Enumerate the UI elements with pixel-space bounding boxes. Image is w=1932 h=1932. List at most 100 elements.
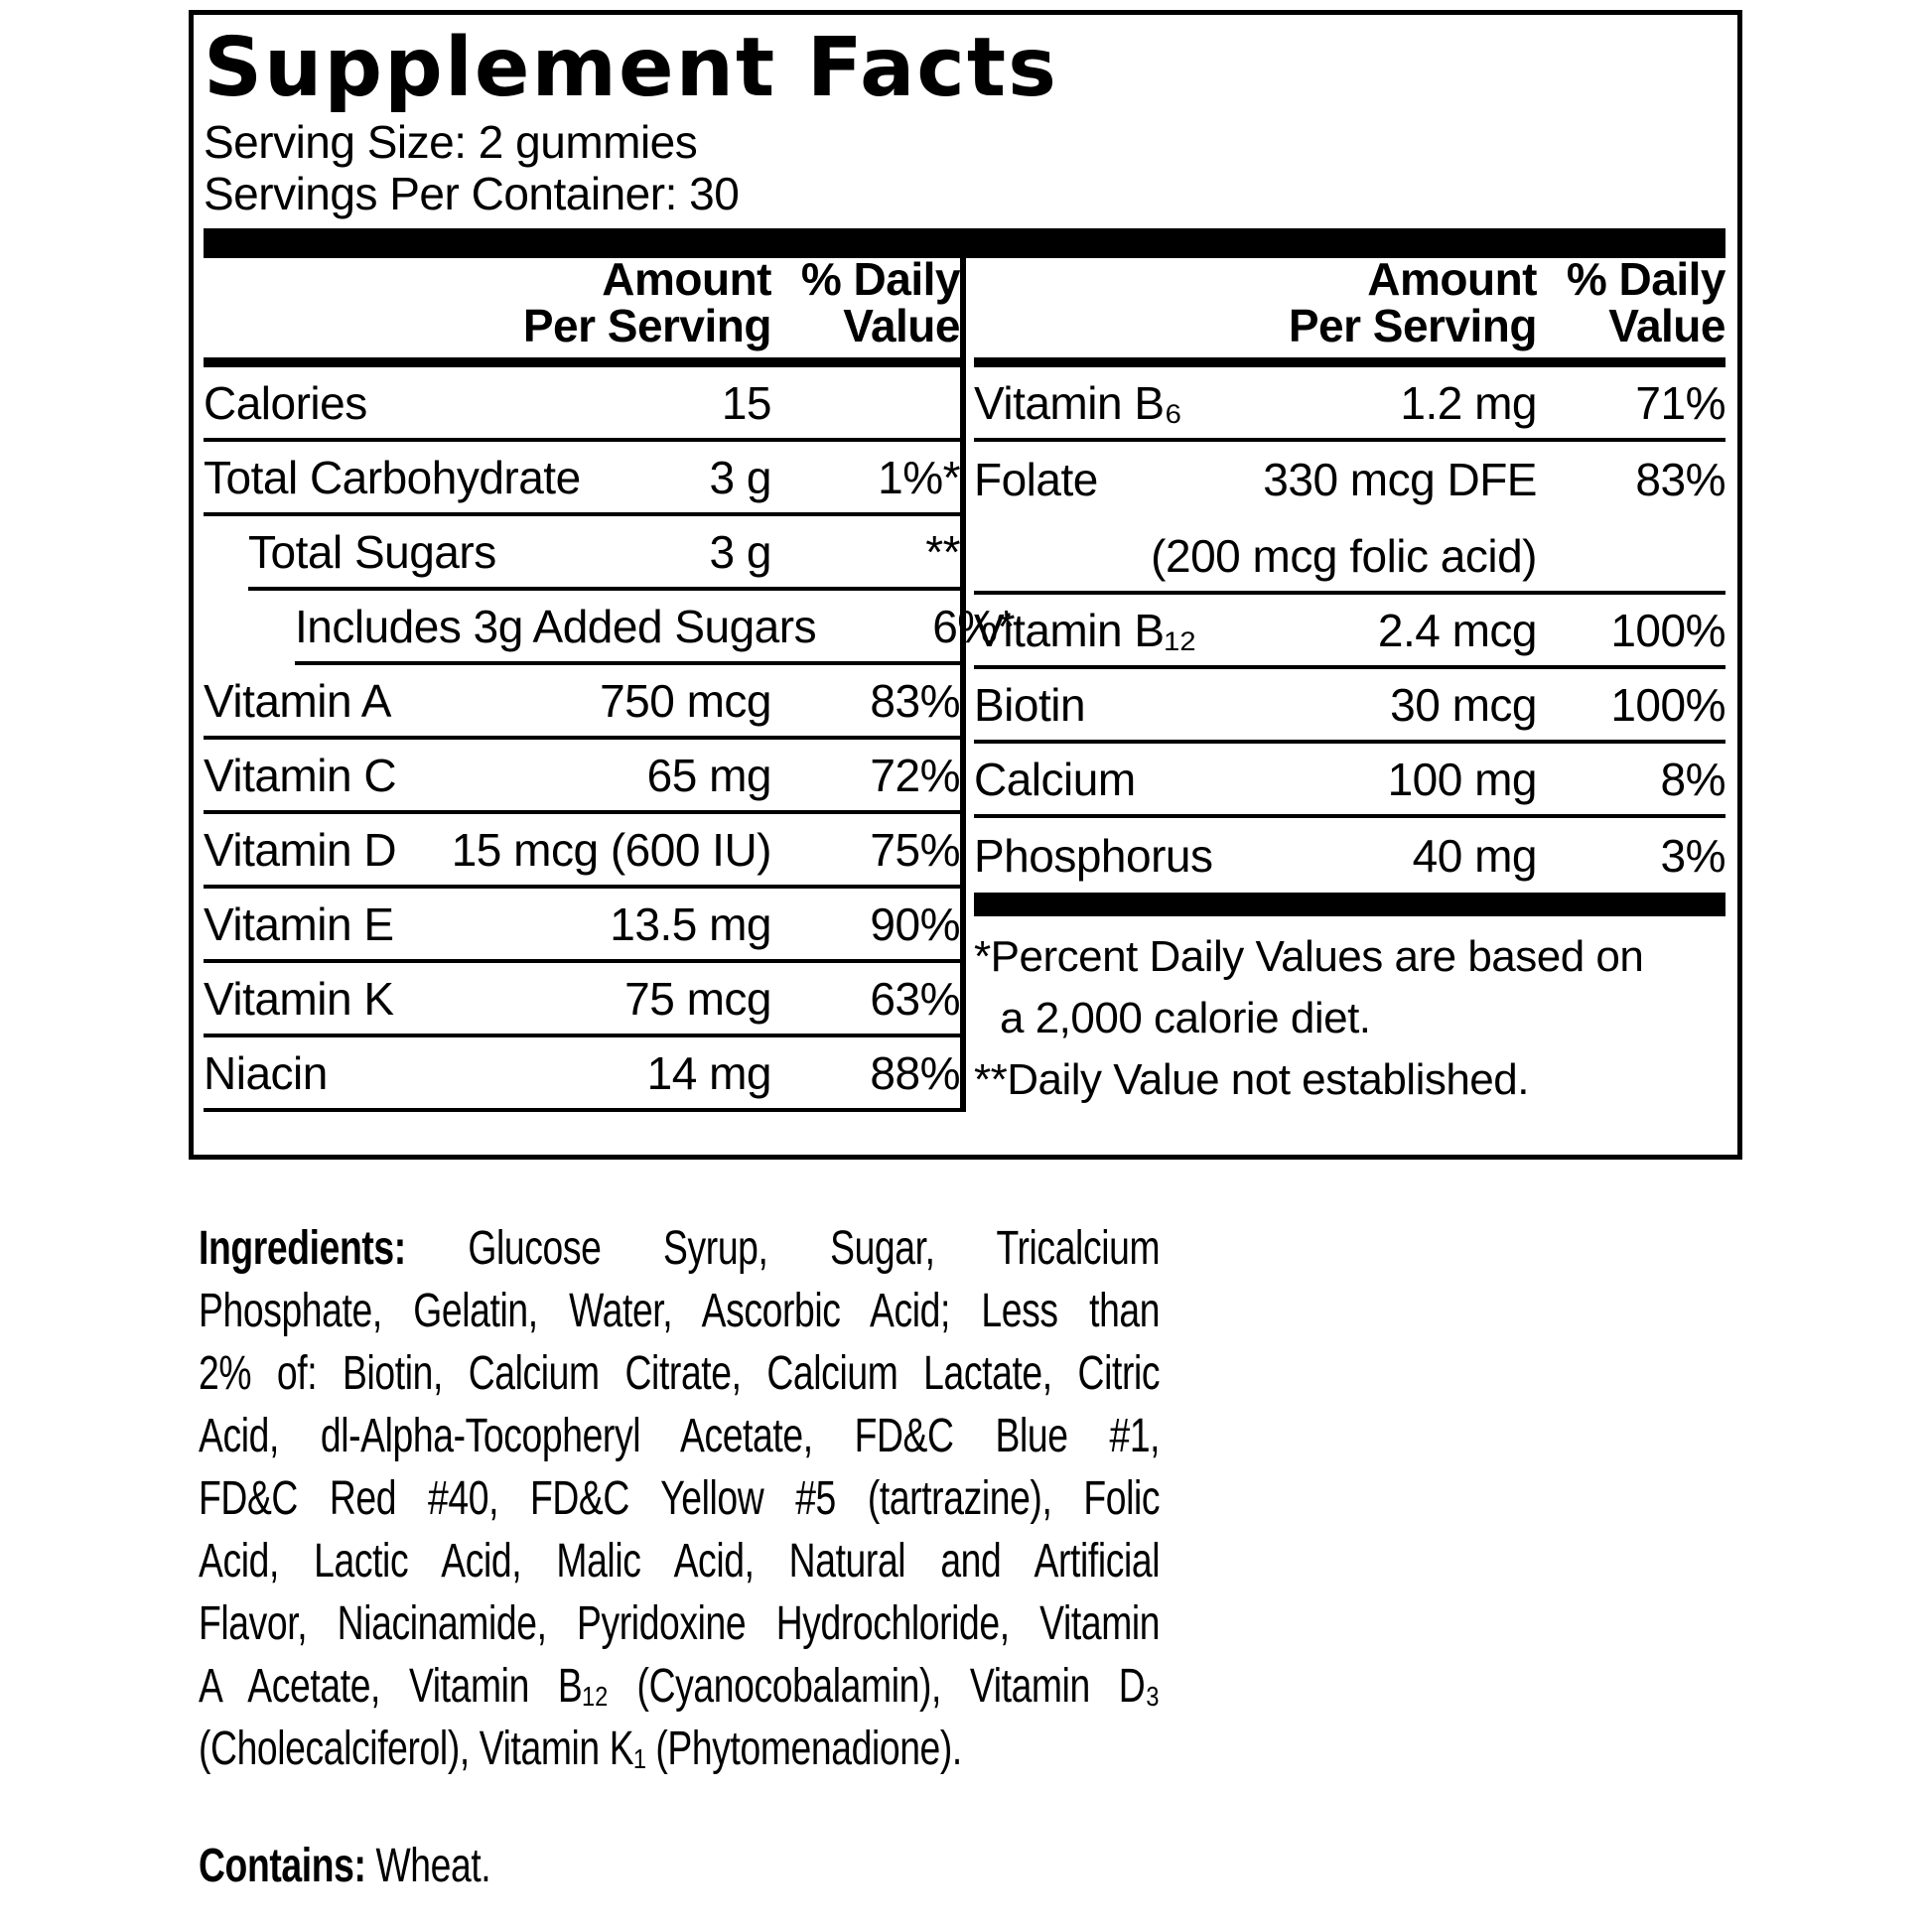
amount-value: 65 mg (646, 749, 772, 801)
ingredients-line: Flavor, Niacinamide, Pyridoxine Hydrochl… (199, 1597, 1161, 1650)
ingredients-line: 2% of: Biotin, Calcium Citrate, Calcium … (199, 1347, 1161, 1400)
row-total-sugars: Total Sugars 3 g ** (248, 516, 961, 591)
row-niacin: Niacin 14 mg 88% (204, 1037, 961, 1112)
nutrient-label: Vitamin A (204, 674, 391, 727)
daily-value: 71% (1635, 376, 1725, 429)
nutrient-label: Calcium (974, 753, 1136, 805)
panel-title: Supplement Facts (204, 21, 1058, 115)
nutrient-label: Folate (974, 453, 1098, 505)
contains-value: Wheat. (375, 1840, 491, 1892)
serving-size: Serving Size: 2 gummies (204, 116, 698, 168)
folate-main-line: Folate 330 mcg DFE 83% (974, 442, 1726, 516)
row-total-carbohydrate: Total Carbohydrate 3 g 1%* (204, 442, 961, 516)
amount-header-line2: Per Serving (522, 300, 772, 351)
row-calories: Calories 15 (204, 367, 960, 442)
ingredients-line: FD&C Red #40, FD&C Yellow #5 (tartrazine… (199, 1472, 1161, 1525)
daily-value: 3% (1660, 829, 1726, 882)
amount-value: 13.5 mg (610, 897, 771, 950)
amount-value: 330 mcg DFE (1263, 453, 1537, 505)
daily-value: 72% (870, 749, 960, 801)
right-nutrient-table: Amount Per Serving % Daily Value Vitamin… (966, 253, 1726, 1112)
daily-value: 83% (1635, 453, 1725, 505)
amount-value: 2.4 mcg (1377, 604, 1538, 656)
folic-acid-note: (200 mcg folic acid) (1151, 529, 1537, 582)
header-divider-bar (204, 357, 960, 367)
amount-value: 30 mcg (1390, 678, 1537, 731)
row-added-sugars: Includes 3g Added Sugars 6%* (295, 591, 1016, 665)
nutrient-label: Calories (204, 376, 367, 429)
amount-value: 1.2 mg (1400, 376, 1537, 429)
amount-value: 40 mg (1412, 829, 1538, 882)
row-folate: Folate 330 mcg DFE 83% (200 mcg folic ac… (974, 442, 1726, 595)
amount-value: 15 (721, 376, 772, 429)
dv-header-line2: Value (843, 300, 960, 351)
header-divider-bar (974, 357, 1725, 367)
nutrient-label: Phosphorus (974, 829, 1213, 882)
amount-header-line2: Per Serving (1288, 300, 1538, 351)
nutrient-label: Vitamin D (204, 823, 397, 876)
nutrient-label: Total Sugars (248, 525, 496, 578)
thick-divider-bar (204, 228, 1725, 258)
row-phosphorus: Phosphorus 40 mg 3% (974, 818, 1726, 893)
dv-header-line1: % Daily (800, 253, 961, 305)
daily-value: 88% (870, 1046, 960, 1099)
daily-value: 100% (1610, 604, 1725, 656)
amount-value: 100 mg (1387, 753, 1538, 805)
amount-value: 15 mcg (600 IU) (451, 823, 772, 876)
ingredients-text: Glucose Syrup, Sugar, Tricalcium (468, 1222, 1161, 1275)
amount-value: 75 mcg (624, 972, 771, 1025)
right-table-content: Amount Per Serving % Daily Value Vitamin… (966, 253, 1726, 1111)
footnote-dv-not-established: **Daily Value not established. (974, 1055, 1529, 1104)
amount-header-line1: Amount (602, 253, 771, 305)
servings-per-container: Servings Per Container: 30 (204, 168, 740, 219)
daily-value-header: % Daily Value (771, 253, 961, 351)
row-vitamin-b6: Vitamin B₆ 1.2 mg 71% (974, 367, 1726, 442)
ingredients-line: Ingredients: Glucose Syrup, Sugar, Trica… (199, 1217, 1161, 1280)
left-nutrient-table: Amount Per Serving % Daily Value Calorie… (204, 253, 1016, 1112)
ingredients-line: (Cholecalciferol), Vitamin K₁ (Phytomena… (199, 1723, 962, 1775)
footnote-percent-dv-line2: a 2,000 calorie diet. (1000, 994, 1371, 1042)
ingredients-line: Phosphate, Gelatin, Water, Ascorbic Acid… (199, 1285, 1161, 1337)
row-vitamin-a: Vitamin A 750 mcg 83% (204, 665, 961, 740)
row-vitamin-e: Vitamin E 13.5 mg 90% (204, 889, 961, 963)
ingredients-line: Acid, dl-Alpha-Tocopheryl Acetate, FD&C … (199, 1410, 1161, 1462)
nutrient-label: Vitamin K (204, 972, 394, 1025)
amount-value: 3 g (709, 451, 772, 503)
amount-per-serving-header: Amount Per Serving (1288, 253, 1538, 351)
row-vitamin-c: Vitamin C 65 mg 72% (204, 740, 961, 814)
daily-value: 6%* (932, 600, 1016, 652)
daily-value: 75% (870, 823, 960, 876)
daily-value: 1%* (878, 451, 960, 503)
ingredients-heading: Ingredients: (199, 1222, 406, 1275)
amount-header-line1: Amount (1367, 253, 1537, 305)
amount-value: 3 g (709, 525, 772, 578)
daily-value: 8% (1660, 753, 1726, 805)
row-vitamin-d: Vitamin D 15 mcg (600 IU) 75% (204, 814, 961, 889)
nutrient-label: Niacin (204, 1046, 328, 1099)
vertical-divider (960, 258, 966, 1112)
ingredients-line: A Acetate, Vitamin B₁₂ (Cyanocobalamin),… (199, 1660, 1161, 1713)
supplement-facts-panel: Supplement Facts Serving Size: 2 gummies… (189, 10, 1742, 1160)
daily-value: ** (925, 525, 960, 578)
nutrient-tables: Amount Per Serving % Daily Value Calorie… (204, 253, 1726, 1112)
daily-value: 90% (870, 897, 960, 950)
footnote-divider-bar (974, 893, 1725, 916)
nutrient-label: Vitamin B₆ (974, 376, 1182, 429)
amount-value: 750 mcg (600, 674, 771, 727)
nutrient-label: Vitamin E (204, 897, 394, 950)
nutrient-label: Vitamin C (204, 749, 397, 801)
contains-heading: Contains: (199, 1840, 366, 1892)
row-biotin: Biotin 30 mcg 100% (974, 669, 1726, 744)
contains-statement: Contains: Wheat. (199, 1835, 1160, 1897)
ingredients-section: Ingredients: Glucose Syrup, Sugar, Trica… (199, 1217, 1161, 1897)
amount-value: 14 mg (646, 1046, 772, 1099)
dv-header-line2: Value (1608, 300, 1725, 351)
nutrient-label: Total Carbohydrate (204, 451, 581, 503)
nutrient-label: Biotin (974, 678, 1086, 731)
daily-value: 100% (1610, 678, 1725, 731)
daily-value-header: % Daily Value (1537, 256, 1726, 351)
footnote-percent-dv-line1: *Percent Daily Values are based on (974, 932, 1644, 981)
row-vitamin-k: Vitamin K 75 mcg 63% (204, 963, 961, 1037)
row-vitamin-b12: Vitamin B₁₂ 2.4 mcg 100% (974, 595, 1726, 669)
daily-value: 83% (870, 674, 960, 727)
